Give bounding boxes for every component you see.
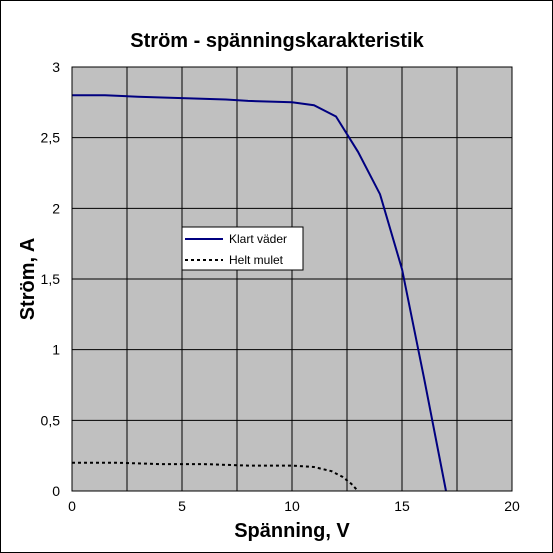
y-tick-label: 3 [52, 59, 60, 75]
y-tick-label: 2,5 [41, 130, 61, 146]
x-tick-labels: 0 5 10 15 20 [68, 498, 520, 514]
series-line-helt-mulet [72, 461, 359, 492]
x-tick-label: 10 [284, 498, 300, 514]
y-axis-title: Ström, A [17, 238, 39, 321]
y-tick-label: 2 [52, 200, 60, 216]
y-tick-label: 1,5 [41, 271, 61, 287]
legend-label-klart-vader: Klart väder [229, 232, 287, 246]
legend: Klart väder Helt mulet [181, 226, 304, 271]
y-tick-label: 0,5 [41, 412, 61, 428]
chart-title: Ström - spänningskarakteristik [130, 30, 424, 52]
series-line-klart-vader [72, 94, 447, 492]
y-tick-label: 0 [52, 483, 60, 499]
legend-label-helt-mulet: Helt mulet [229, 253, 284, 267]
series-layer [72, 94, 447, 492]
plot-border [71, 66, 513, 492]
y-tick-label: 1 [52, 342, 60, 358]
x-tick-label: 0 [68, 498, 76, 514]
x-tick-label: 20 [504, 498, 520, 514]
y-tick-labels: 0 0,5 1 1,5 2 2,5 3 [41, 59, 61, 499]
x-tick-label: 5 [178, 498, 186, 514]
x-axis-title: Spänning, V [234, 520, 350, 542]
x-tick-label: 15 [394, 498, 410, 514]
legend-box [181, 226, 304, 271]
